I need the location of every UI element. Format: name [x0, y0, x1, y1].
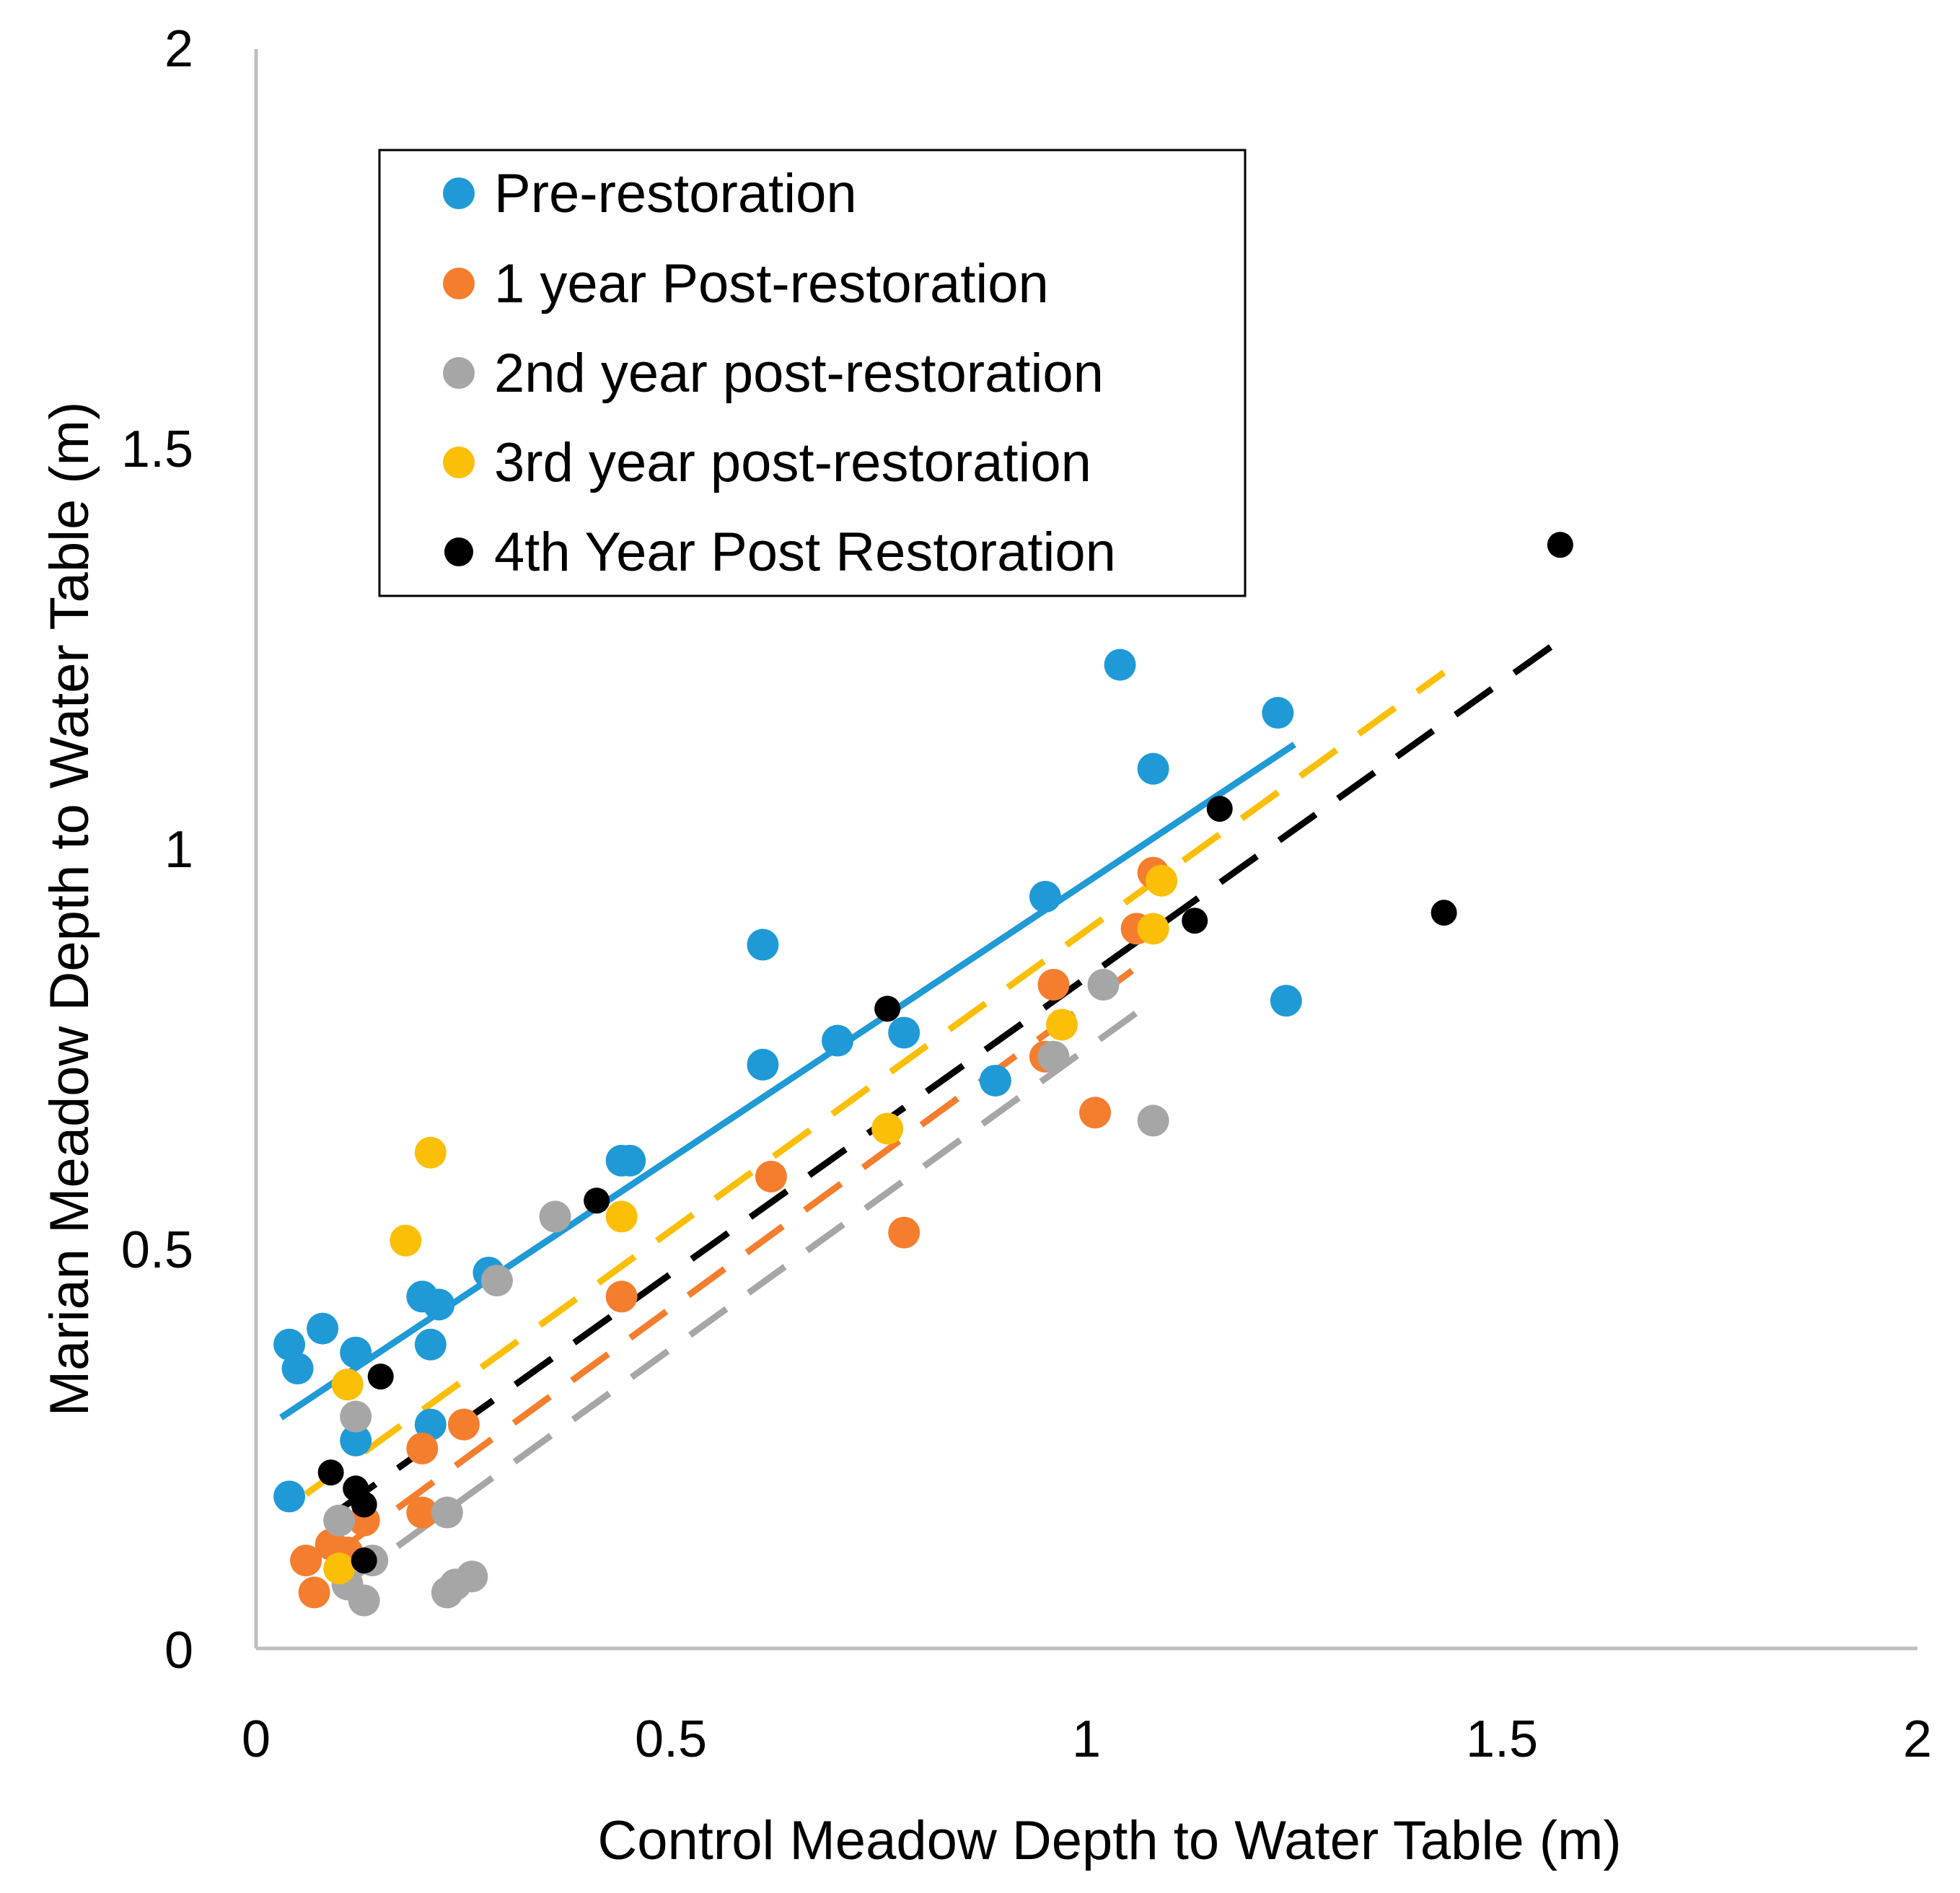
point-2nd-year-post-restoration [480, 1265, 513, 1297]
point-2nd-year-post-restoration [431, 1496, 463, 1529]
point-2nd-year-post-restoration [1037, 1040, 1070, 1073]
point-4th-year-post-restoration [1547, 532, 1573, 558]
point-1-year-post-restoration [755, 1160, 787, 1193]
point-pre-restoration [273, 1480, 306, 1513]
x-tick-label: 2 [1903, 1710, 1932, 1768]
x-tick-labels: 0 0.5 1 1.5 2 [242, 1710, 1932, 1768]
point-pre-restoration [1270, 985, 1302, 1017]
y-tick-labels: 0 0.5 1 1.5 2 [121, 20, 193, 1679]
point-2nd-year-post-restoration [456, 1560, 488, 1593]
point-pre-restoration [414, 1408, 447, 1441]
point-pre-restoration [414, 1328, 447, 1361]
x-tick-label: 0 [242, 1710, 271, 1768]
point-1-year-post-restoration [1079, 1097, 1112, 1129]
legend-label: 2nd year post-restoration [494, 343, 1104, 404]
point-1-year-post-restoration [406, 1496, 439, 1529]
legend-label: 4th Year Post Restoration [494, 522, 1116, 583]
trendlines [279, 637, 1563, 1591]
point-2nd-year-post-restoration [323, 1504, 356, 1537]
point-3rd-year-post-restoration [390, 1224, 422, 1257]
x-axis-title: Control Meadow Depth to Water Table (m) [597, 1810, 1621, 1871]
point-pre-restoration [340, 1424, 372, 1457]
point-pre-restoration [281, 1353, 314, 1385]
point-pre-restoration [340, 1336, 372, 1369]
point-3rd-year-post-restoration [414, 1136, 447, 1169]
point-3rd-year-post-restoration [871, 1112, 904, 1145]
point-3rd-year-post-restoration [1045, 1009, 1078, 1041]
trendline-1-year-post-restoration [337, 958, 1147, 1554]
point-4th-year-post-restoration [1182, 908, 1208, 934]
point-4th-year-post-restoration [584, 1187, 610, 1214]
point-pre-restoration [1262, 697, 1294, 729]
point-pre-restoration [888, 1016, 920, 1049]
legend-label: Pre-restoration [494, 163, 857, 224]
point-2nd-year-post-restoration [1087, 968, 1120, 1001]
point-pre-restoration [614, 1144, 646, 1177]
trendline-3rd-year-post-restoration [304, 669, 1446, 1497]
point-1-year-post-restoration [1037, 968, 1070, 1001]
point-2nd-year-post-restoration [348, 1584, 380, 1617]
legend: Pre-restoration 1 year Post-restoration … [378, 149, 1247, 597]
x-tick-label: 1.5 [1466, 1710, 1538, 1768]
point-pre-restoration [273, 1328, 306, 1361]
point-1-year-post-restoration [605, 1281, 638, 1313]
legend-label: 1 year Post-restoration [494, 253, 1049, 315]
y-tick-label: 0.5 [121, 1221, 193, 1279]
point-1-year-post-restoration [298, 1576, 330, 1609]
point-4th-year-post-restoration [317, 1459, 344, 1486]
legend-marker [443, 268, 475, 299]
point-1-year-post-restoration [888, 1216, 920, 1249]
point-pre-restoration [1029, 881, 1061, 913]
point-3rd-year-post-restoration [331, 1369, 364, 1401]
y-tick-label: 1.5 [121, 421, 193, 478]
point-3rd-year-post-restoration [1137, 913, 1169, 945]
x-tick-label: 1 [1072, 1710, 1101, 1768]
point-2nd-year-post-restoration [340, 1400, 372, 1433]
point-4th-year-post-restoration [1431, 900, 1457, 926]
point-pre-restoration [1104, 649, 1136, 681]
point-pre-restoration [747, 928, 779, 961]
point-pre-restoration [423, 1288, 455, 1321]
point-1-year-post-restoration [406, 1432, 439, 1464]
point-pre-restoration [747, 1048, 779, 1081]
point-1-year-post-restoration [447, 1408, 480, 1441]
point-1-year-post-restoration [290, 1545, 322, 1577]
legend-label: 3rd year post-restoration [494, 432, 1091, 493]
trendline-2nd-year-post-restoration [337, 998, 1156, 1591]
point-2nd-year-post-restoration [1137, 1104, 1169, 1137]
legend-box [378, 149, 1247, 597]
data-points [273, 532, 1573, 1617]
point-4th-year-post-restoration [351, 1547, 377, 1574]
point-pre-restoration [307, 1312, 339, 1345]
legend-marker [443, 357, 475, 389]
y-axis-title: Marian Meadow Depth to Water Table (m) [39, 402, 100, 1417]
legend-marker [443, 447, 475, 478]
point-4th-year-post-restoration [1206, 796, 1233, 822]
point-4th-year-post-restoration [367, 1363, 394, 1390]
y-tick-label: 0 [164, 1622, 193, 1679]
legend-marker [443, 177, 475, 209]
point-3rd-year-post-restoration [605, 1200, 638, 1233]
point-3rd-year-post-restoration [1146, 864, 1178, 897]
y-tick-label: 1 [164, 821, 193, 879]
point-3rd-year-post-restoration [323, 1552, 356, 1585]
point-4th-year-post-restoration [874, 996, 901, 1022]
point-pre-restoration [1137, 752, 1169, 785]
point-2nd-year-post-restoration [539, 1200, 571, 1233]
legend-marker [444, 537, 473, 566]
x-tick-label: 0.5 [635, 1710, 707, 1768]
point-pre-restoration [979, 1064, 1011, 1097]
point-pre-restoration [822, 1024, 854, 1057]
y-tick-label: 2 [164, 20, 193, 78]
trendline-4th-year-post-restoration [337, 637, 1563, 1513]
point-4th-year-post-restoration [351, 1491, 377, 1518]
